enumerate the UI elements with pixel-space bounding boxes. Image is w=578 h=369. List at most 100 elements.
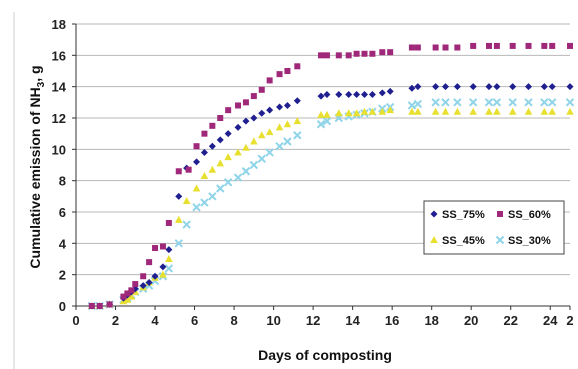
- legend-marker-1: [497, 211, 503, 217]
- x-tick-label-13: 2: [566, 313, 573, 328]
- point-s0-29: [335, 91, 343, 98]
- point-s1-46: [541, 42, 548, 49]
- point-s3-38: [431, 98, 440, 107]
- point-s2-24: [275, 123, 284, 131]
- point-s1-34: [379, 49, 386, 56]
- point-s1-11: [165, 219, 172, 226]
- point-s3-12: [174, 239, 183, 248]
- point-s1-33: [369, 50, 376, 57]
- y-tick-label-0: 0: [59, 299, 66, 314]
- point-s2-11: [165, 255, 173, 262]
- point-s2-36: [408, 107, 416, 115]
- point-s1-42: [485, 42, 492, 49]
- point-s2-12: [174, 215, 183, 223]
- point-s1-41: [470, 42, 477, 49]
- point-s2-13: [182, 197, 191, 205]
- y-axis-title-sub: 3: [36, 81, 47, 87]
- point-s3-36: [407, 101, 417, 110]
- point-s2-19: [234, 148, 242, 156]
- x-axis-title: Days of composting: [258, 347, 392, 363]
- point-s3-20: [241, 167, 251, 176]
- point-s0-46: [540, 83, 548, 91]
- point-s1-39: [442, 44, 449, 51]
- point-s1-29: [335, 52, 342, 59]
- point-s3-18: [223, 178, 233, 187]
- point-s1-22: [258, 86, 265, 93]
- point-s0-30: [345, 91, 353, 98]
- x-tick-label-10: 20: [464, 313, 478, 328]
- point-s1-0: [88, 303, 95, 309]
- point-s0-43: [493, 83, 501, 91]
- x-tick-label-2: 4: [151, 313, 159, 328]
- point-s1-12: [175, 168, 182, 175]
- point-s2-38: [431, 107, 440, 115]
- point-s0-39: [442, 83, 450, 91]
- point-s0-45: [525, 83, 533, 91]
- point-s3-40: [453, 98, 462, 107]
- point-s2-26: [293, 117, 302, 125]
- point-s3-28: [322, 116, 332, 126]
- point-s2-34: [378, 107, 387, 115]
- point-s1-2: [106, 301, 113, 308]
- y-tick-label-6: 12: [52, 111, 66, 126]
- point-s2-31: [352, 109, 361, 117]
- legend-label-0: SS_75%: [442, 209, 485, 221]
- point-s1-15: [201, 130, 208, 137]
- point-s2-47: [548, 107, 557, 115]
- point-s3-46: [540, 98, 549, 107]
- y-tick-label-5: 10: [52, 142, 66, 157]
- point-s0-18: [224, 130, 232, 138]
- x-tick-labels: 0 2 4 6 8 10 12 14 16 18 20 22 24 2: [72, 313, 573, 328]
- point-s0-26: [293, 97, 301, 105]
- legend-label-1: SS_60%: [508, 209, 551, 221]
- point-s2-48: [566, 107, 574, 115]
- point-s0-21: [250, 114, 258, 122]
- legend-label-2: SS_45%: [442, 235, 485, 247]
- point-s2-42: [485, 107, 493, 115]
- series-1: [88, 42, 573, 309]
- point-s0-40: [453, 83, 461, 91]
- point-s1-38: [432, 44, 439, 51]
- point-s0-24: [276, 103, 284, 111]
- x-tick-label-7: 14: [345, 313, 360, 328]
- point-s1-18: [225, 107, 232, 114]
- point-s0-15: [200, 148, 208, 156]
- legend: SS_75% SS_60% SS_45% SS_30%: [423, 200, 565, 255]
- point-s3-21: [249, 160, 259, 170]
- x-tick-label-12: 24: [543, 313, 558, 328]
- y-axis-title-suffix: , g: [27, 65, 43, 81]
- legend-box: [423, 200, 565, 255]
- point-s1-16: [209, 122, 216, 129]
- point-s1-6: [132, 281, 139, 288]
- point-s0-22: [258, 109, 266, 117]
- point-s3-37: [413, 99, 423, 109]
- point-s2-15: [200, 171, 209, 179]
- point-s0-31: [353, 91, 361, 98]
- point-s2-39: [441, 107, 450, 115]
- point-s0-33: [368, 91, 376, 98]
- point-s3-15: [200, 198, 209, 207]
- point-s0-7: [139, 282, 147, 290]
- point-s0-12: [175, 192, 183, 200]
- point-s0-41: [469, 83, 477, 91]
- point-s0-16: [208, 142, 216, 150]
- axes: [72, 23, 571, 310]
- point-s1-24: [276, 71, 283, 78]
- point-s2-41: [469, 107, 477, 115]
- point-s3-14: [192, 203, 201, 212]
- point-s1-43: [493, 42, 500, 49]
- point-s0-25: [283, 101, 291, 109]
- y-axis-title: Cumulative emission of NH3, g: [27, 65, 47, 268]
- point-s2-46: [540, 107, 549, 115]
- point-s0-23: [266, 106, 274, 114]
- point-s0-28: [323, 91, 331, 98]
- point-s1-3: [120, 293, 127, 300]
- point-s3-19: [233, 173, 243, 182]
- point-s1-26: [294, 63, 301, 70]
- point-s2-28: [323, 110, 331, 118]
- point-s1-14: [193, 143, 200, 150]
- point-s2-45: [524, 107, 533, 115]
- point-s2-4: [123, 295, 132, 303]
- series-0: [88, 83, 574, 310]
